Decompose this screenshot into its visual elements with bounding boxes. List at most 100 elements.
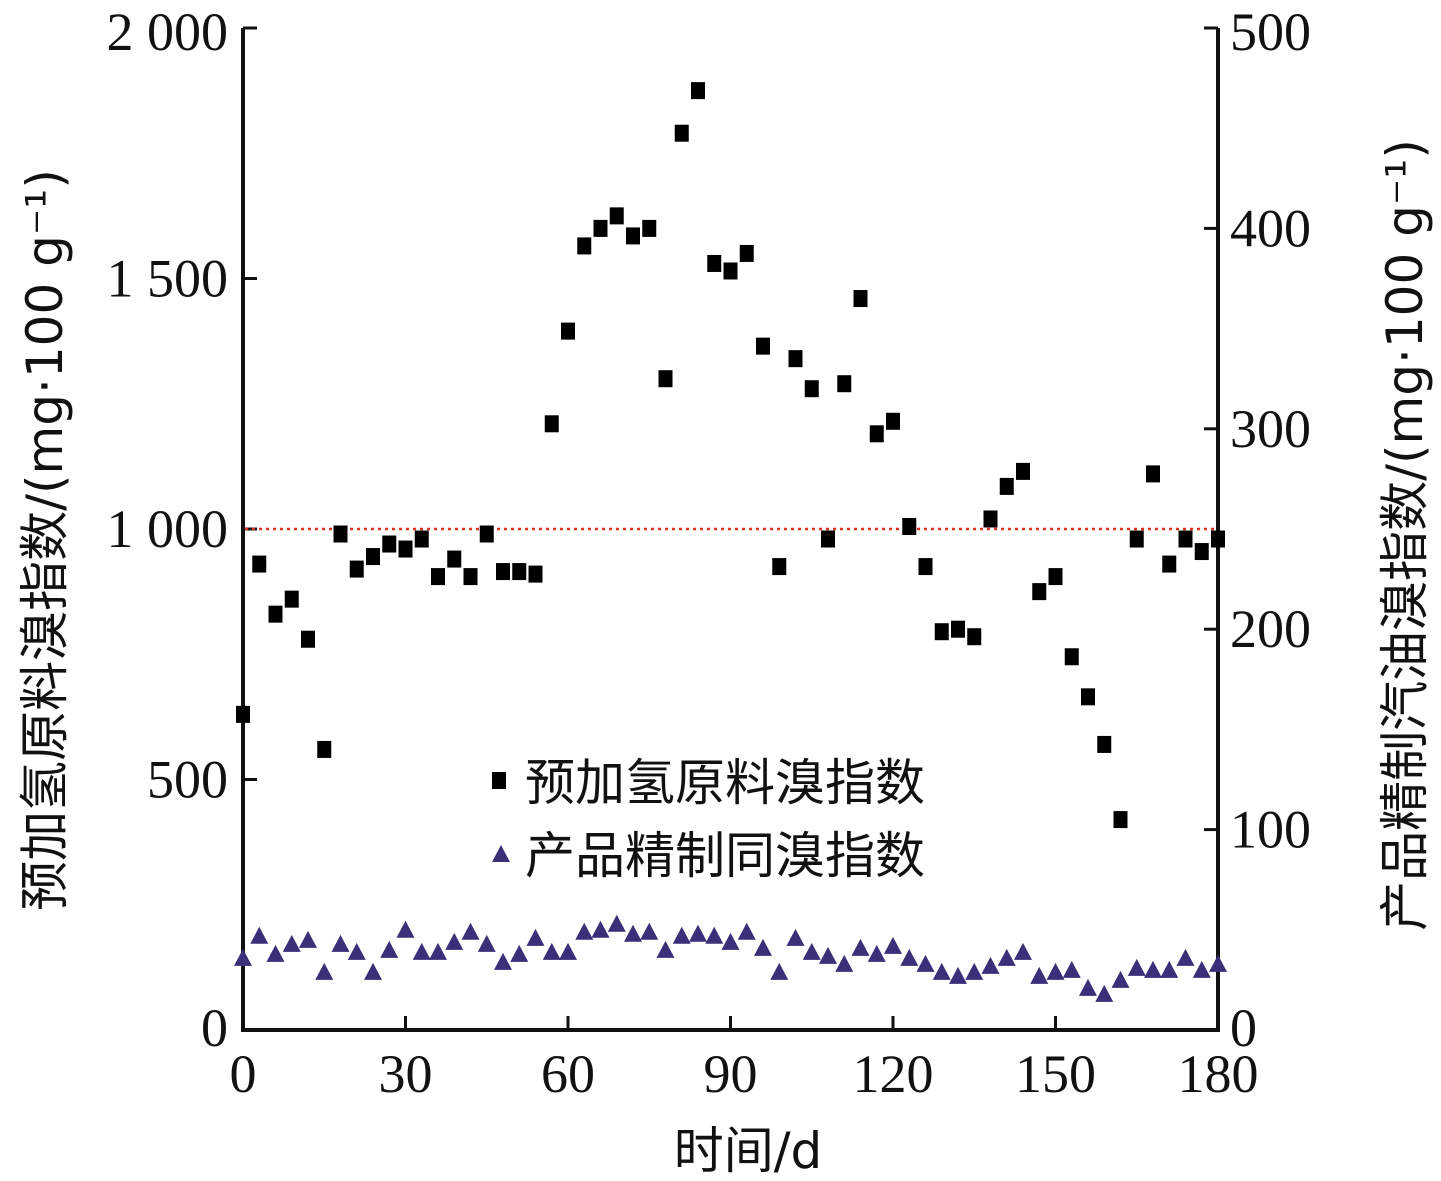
feed-data-point (1016, 462, 1030, 480)
feed-data-point (723, 262, 738, 280)
product-data-point (656, 940, 675, 958)
product-data-point (1014, 942, 1032, 960)
feed-data-point (479, 525, 494, 543)
y-left-tick-label: 2 000 (107, 2, 229, 62)
product-data-point (640, 922, 659, 940)
product-data-point (867, 944, 886, 962)
product-data-point (412, 942, 431, 960)
product-data-point (965, 962, 984, 980)
product-data-point (884, 936, 902, 954)
x-axis-title: 时间/d (674, 1122, 823, 1180)
feed-data-point (414, 530, 429, 548)
x-tick-label: 0 (230, 1044, 257, 1104)
y-left-tick-label: 0 (201, 998, 228, 1058)
feed-data-point (1048, 568, 1063, 586)
series-product-bromine-index (234, 914, 1227, 1002)
product-data-point (721, 932, 740, 950)
feed-data-point (1211, 530, 1225, 548)
legend-triangle-marker (492, 845, 510, 862)
feed-data-point (1194, 543, 1209, 561)
feed-data-point (593, 219, 608, 237)
feed-data-point (349, 560, 364, 578)
feed-data-point (1113, 811, 1128, 829)
feed-data-point (999, 477, 1014, 495)
product-data-point (364, 962, 382, 980)
y-right-tick-label: 100 (1230, 800, 1311, 860)
x-tick-label: 180 (1178, 1044, 1259, 1104)
feed-data-point (739, 244, 754, 262)
feed-data-point (837, 375, 852, 393)
feed-data-point (902, 517, 917, 535)
feed-data-point (658, 370, 673, 388)
y-left-tick-label: 500 (147, 750, 228, 810)
product-data-point (477, 934, 496, 952)
feed-data-point (626, 227, 640, 245)
x-tick-label: 90 (704, 1044, 758, 1104)
product-data-point (754, 938, 772, 956)
product-data-point (1160, 960, 1179, 978)
feed-data-point (382, 535, 397, 553)
feed-data-point (707, 254, 722, 272)
feed-data-point (398, 540, 413, 558)
product-data-point (624, 924, 642, 942)
product-data-point (282, 934, 301, 952)
product-data-point (1030, 966, 1049, 984)
right-axis-title: 产品精制汽油溴指数/(mg·100 g⁻¹) (1376, 139, 1434, 931)
feed-data-point (447, 550, 462, 568)
product-data-point (266, 944, 285, 962)
feed-data-point (366, 548, 380, 566)
y-right-tick-label: 300 (1230, 399, 1311, 459)
y-right-tick-label: 500 (1230, 2, 1311, 62)
legend: 预加氢原料溴指数 产品精制同溴指数 (492, 754, 925, 885)
product-data-point (916, 954, 935, 972)
y-right-tick-label: 200 (1230, 599, 1311, 659)
product-data-point (591, 920, 610, 938)
legend-label-product: 产品精制同溴指数 (525, 827, 925, 885)
product-data-point (1209, 954, 1227, 972)
product-data-point (900, 948, 919, 966)
y-left-tick-label: 1 000 (107, 499, 229, 559)
feed-data-point (1064, 648, 1079, 666)
product-data-point (1111, 970, 1130, 988)
x-tick-label: 30 (379, 1044, 433, 1104)
feed-data-point (236, 705, 250, 723)
feed-data-point (804, 380, 819, 398)
product-data-point (299, 930, 317, 948)
product-data-point (981, 956, 1000, 974)
product-data-point (315, 962, 334, 980)
product-data-point (250, 926, 269, 944)
product-data-point (234, 948, 252, 966)
feed-data-point (431, 568, 445, 586)
feed-data-point (1129, 530, 1144, 548)
product-data-point (737, 922, 756, 940)
product-data-point (1192, 960, 1211, 978)
feed-data-point (252, 555, 267, 573)
x-tick-label: 60 (541, 1044, 595, 1104)
feed-data-point (967, 628, 982, 646)
legend-label-feed: 预加氢原料溴指数 (525, 754, 925, 812)
feed-data-point (1032, 583, 1047, 601)
feed-data-point (463, 568, 478, 586)
feed-data-point (1146, 465, 1160, 483)
product-data-point (705, 926, 724, 944)
feed-data-point (674, 124, 689, 142)
product-data-point (510, 944, 529, 962)
product-data-point (1144, 960, 1162, 978)
series-feed-bromine-index (236, 82, 1225, 829)
feed-data-point (528, 565, 543, 583)
feed-data-point (869, 425, 884, 443)
product-data-point (1079, 978, 1097, 996)
feed-data-point (691, 82, 705, 100)
product-data-point (461, 922, 480, 940)
product-data-point (1127, 958, 1146, 976)
product-data-point (689, 924, 707, 942)
product-data-point (526, 928, 545, 946)
product-data-point (494, 952, 512, 970)
product-data-point (802, 942, 821, 960)
product-data-point (331, 934, 350, 952)
x-tick-label: 120 (853, 1044, 934, 1104)
x-tick-label: 150 (1015, 1044, 1096, 1104)
feed-data-point (934, 623, 949, 641)
